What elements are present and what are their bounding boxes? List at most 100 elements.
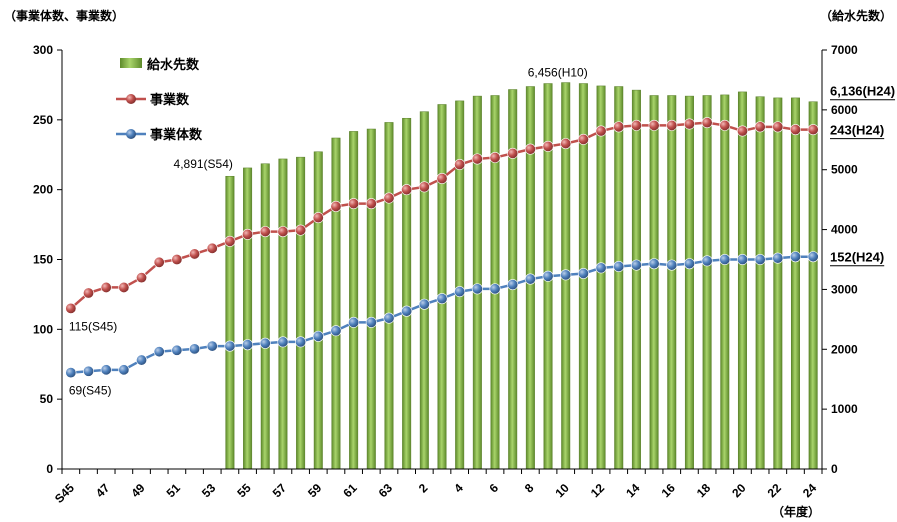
point-事業数-6 — [489, 152, 501, 164]
bar-12 — [596, 85, 606, 470]
point-事業体数-16 — [666, 259, 678, 271]
y-left-tick-label: 0 — [46, 462, 53, 476]
y-right-tick-label: 5000 — [831, 163, 858, 177]
point-事業数-60 — [330, 200, 342, 212]
x-tick-label: 10 — [552, 481, 572, 501]
line-series-group — [65, 117, 819, 379]
point-事業数-1 — [401, 184, 413, 196]
x-tick-label: 22 — [765, 481, 785, 501]
point-事業体数-7 — [507, 279, 519, 291]
bar-19 — [720, 94, 730, 470]
point-事業体数-58 — [295, 336, 307, 348]
point-事業体数-60 — [330, 325, 342, 337]
annotation-blue-start: 69(S45) — [69, 384, 112, 398]
y-right-tick-label: 7000 — [831, 43, 858, 57]
point-事業体数-24 — [807, 251, 819, 263]
point-事業数-10 — [560, 138, 572, 150]
point-事業体数-54 — [224, 340, 236, 352]
legend-label-red: 事業数 — [150, 92, 190, 108]
bar-61 — [349, 131, 359, 470]
point-事業数-59 — [312, 212, 324, 224]
point-事業体数-11 — [577, 267, 589, 279]
bar-62 — [366, 128, 376, 470]
point-事業数-5 — [471, 153, 483, 165]
x-tick-label: 4 — [451, 481, 466, 496]
x-tick-label: 16 — [659, 481, 679, 501]
bar-3 — [437, 104, 447, 470]
bar-20 — [737, 91, 747, 470]
point-事業数-48 — [118, 281, 130, 293]
bar-13 — [614, 86, 624, 470]
x-tick-label: 20 — [729, 481, 749, 501]
y-left-tick-label: 250 — [33, 113, 53, 127]
point-事業数-24 — [807, 124, 819, 136]
point-事業体数-20 — [736, 254, 748, 266]
point-事業体数-S45 — [65, 367, 77, 379]
point-事業体数-51 — [171, 344, 183, 356]
point-事業数-58 — [295, 224, 307, 236]
point-事業数-17 — [683, 118, 695, 130]
x-axis-title: （年度） — [772, 504, 820, 519]
point-事業体数-46 — [83, 365, 95, 377]
x-tick-label: 61 — [340, 481, 360, 501]
annotation-blue-end: 152(H24) — [830, 250, 884, 265]
legend: 給水先数 事業数 事業体数 — [116, 57, 203, 143]
bar-15 — [649, 95, 659, 470]
point-事業体数-18 — [701, 255, 713, 267]
bar-60 — [331, 137, 341, 470]
x-tick-label: 49 — [128, 481, 148, 501]
bar-17 — [684, 95, 694, 470]
annotation-red-start: 115(S45) — [69, 319, 117, 333]
x-tick-label: 18 — [694, 481, 714, 501]
line-series-事業数 — [65, 117, 819, 314]
point-事業数-7 — [507, 147, 519, 159]
point-事業体数-56 — [259, 337, 271, 349]
y-right-tick-label: 1000 — [831, 402, 858, 416]
point-事業数-18 — [701, 117, 713, 129]
bar-6 — [490, 95, 500, 470]
point-事業体数-3 — [436, 293, 448, 305]
x-tick-label: 6 — [487, 481, 502, 496]
point-事業数-55 — [242, 228, 254, 240]
x-ticks: S45 47 49 51 53 55 57 59 61 63 2 4 6 8 10 12 14 16 18 20 22 2… — [52, 469, 823, 506]
y-right-tick-label: 6000 — [831, 103, 858, 117]
y-left-ticks: 0 50 100 150 200 250 300 — [33, 43, 62, 476]
point-事業数-13 — [613, 121, 625, 133]
point-事業数-20 — [736, 125, 748, 137]
annotations: 4,891(S54) 6,456(H10) 6,136(H24) 115(S45) 24… — [69, 66, 896, 398]
y-left-tick-label: 300 — [33, 43, 53, 57]
point-事業数-21 — [754, 121, 766, 133]
point-事業数-4 — [454, 159, 466, 171]
annotation-bar-end: 6,136(H24) — [830, 84, 895, 99]
bar-21 — [755, 96, 765, 470]
point-事業体数-21 — [754, 254, 766, 266]
x-tick-label: 53 — [199, 481, 219, 501]
point-事業体数-12 — [595, 262, 607, 274]
point-事業体数-9 — [542, 270, 554, 282]
annotation-red-end: 243(H24) — [830, 123, 884, 138]
point-事業体数-1 — [401, 305, 413, 317]
point-事業体数-48 — [118, 364, 130, 376]
point-事業数-52 — [189, 248, 201, 260]
bar-54 — [225, 175, 235, 470]
point-事業数-22 — [772, 121, 784, 133]
legend-swatch-bar — [120, 58, 142, 68]
y-right-axis-title: （給水先数） — [820, 8, 892, 23]
bar-58 — [296, 156, 306, 470]
point-事業体数-23 — [789, 251, 801, 263]
point-事業数-51 — [171, 254, 183, 266]
point-事業体数-15 — [648, 258, 660, 270]
x-tick-label: 63 — [376, 481, 396, 501]
point-事業数-19 — [719, 119, 731, 131]
y-right-tick-label: 0 — [831, 462, 838, 476]
point-事業体数-17 — [683, 258, 695, 270]
bar-4 — [455, 100, 465, 470]
point-事業体数-57 — [277, 336, 289, 348]
bar-63 — [384, 122, 394, 470]
bar-16 — [667, 95, 677, 470]
point-事業数-23 — [789, 124, 801, 136]
y-right-tick-label: 2000 — [831, 342, 858, 356]
point-事業体数-2 — [418, 298, 430, 310]
point-事業体数-19 — [719, 254, 731, 266]
